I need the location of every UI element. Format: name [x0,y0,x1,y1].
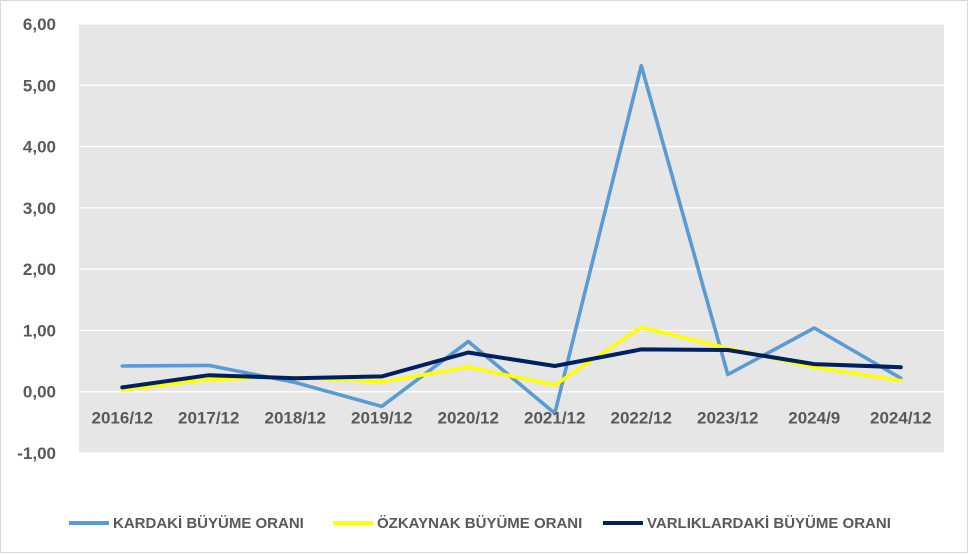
y-tick-label: 1,00 [23,321,56,340]
x-axis: 2016/12 2017/12 2018/12 2019/12 2020/12 2021/… [92,409,932,428]
x-tick-label: 2023/12 [697,409,758,428]
y-axis: 6,00 5,00 4,00 3,00 2,00 1,00 0,00 -1,00 [17,15,56,463]
legend: KARDAKİ BÜYÜME ORANI ÖZKAYNAK BÜYÜME ORAN… [69,515,891,532]
x-tick-label: 2016/12 [92,409,153,428]
y-tick-label: 3,00 [23,199,56,218]
y-tick-label: 4,00 [23,138,56,157]
x-tick-label: 2020/12 [438,409,499,428]
x-tick-label: 2021/12 [524,409,585,428]
legend-label: ÖZKAYNAK BÜYÜME ORANI [377,515,582,532]
y-tick-label: 6,00 [23,15,56,34]
y-tick-label: 5,00 [23,76,56,95]
series-lines [120,63,903,416]
x-tick-label: 2018/12 [265,409,326,428]
gridlines [79,23,944,454]
series-line-3 [120,347,903,390]
y-tick-label: -1,00 [17,444,56,463]
x-tick-label: 2024/12 [870,409,931,428]
x-tick-label: 2019/12 [351,409,412,428]
legend-label: KARDAKİ BÜYÜME ORANI [113,515,304,532]
x-tick-label: 2024/9 [788,409,840,428]
y-tick-label: 0,00 [23,383,56,402]
y-tick-label: 2,00 [23,260,56,279]
legend-label: VARLIKLARDAKİ BÜYÜME ORANI [647,515,891,532]
x-tick-label: 2022/12 [611,409,672,428]
plot-area [79,24,944,453]
x-tick-label: 2017/12 [178,409,239,428]
